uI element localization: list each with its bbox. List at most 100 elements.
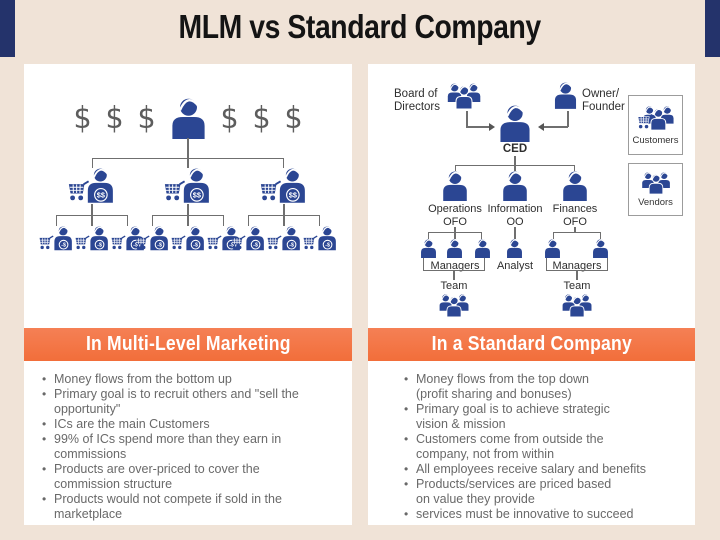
analyst-label: Analyst bbox=[496, 260, 534, 272]
managers-label: Managers bbox=[430, 260, 480, 272]
bullet-item: 99% of ICs spend more than they earn in … bbox=[40, 432, 344, 462]
department-label: Operations OFO bbox=[423, 203, 487, 228]
distributor-icon: $$ bbox=[260, 168, 308, 204]
connector-line bbox=[187, 204, 189, 215]
header: MLM vs Standard Company bbox=[0, 8, 720, 46]
dollar-sign-icon: $ bbox=[284, 101, 303, 136]
dollar-sign-icon: $ bbox=[105, 101, 124, 136]
page-title: MLM vs Standard Company bbox=[178, 8, 542, 45]
analyst-icon bbox=[506, 239, 523, 258]
company-banner-label: In a Standard Company bbox=[431, 333, 632, 355]
connector-line bbox=[514, 156, 516, 165]
board-of-directors-label: Board of Directors bbox=[394, 88, 441, 113]
mlm-banner: In Multi-Level Marketing bbox=[24, 328, 352, 361]
customer-icon: -$ bbox=[39, 226, 73, 251]
arrow-left-icon bbox=[538, 123, 544, 131]
bullet-item: All employees receive salary and benefit… bbox=[402, 462, 691, 477]
distributor-icon: $$ bbox=[164, 168, 212, 204]
department-name: Finances bbox=[552, 203, 598, 215]
connector-line bbox=[187, 215, 189, 226]
connector-line bbox=[576, 271, 578, 280]
customers-label: Customers bbox=[632, 135, 679, 146]
owner-founder-label: Owner/ Founder bbox=[582, 88, 625, 113]
company-panel: Board of Directors Owner/ Founder CED Op… bbox=[368, 64, 695, 525]
connector-line bbox=[283, 204, 285, 215]
board-of-directors-icon bbox=[446, 82, 482, 109]
manager-icon bbox=[420, 239, 437, 258]
arrow-line bbox=[466, 111, 468, 127]
connector-line bbox=[514, 165, 516, 171]
manager-icon bbox=[592, 239, 609, 258]
team-icon bbox=[437, 293, 471, 317]
customers-box: Customers bbox=[628, 95, 683, 155]
customer-icon: -$ bbox=[303, 226, 337, 251]
department-name: Information bbox=[487, 203, 543, 215]
customers-icon bbox=[637, 104, 675, 132]
department-label: Finances OFO bbox=[543, 203, 607, 228]
ceo-label: CED bbox=[502, 143, 528, 155]
connector-line bbox=[283, 215, 285, 226]
customer-icon: -$ bbox=[267, 226, 301, 251]
department-icon bbox=[502, 171, 528, 201]
bullet-item: services must be innovative to succeed bbox=[402, 507, 691, 522]
bullet-item: Money flows from the bottom up bbox=[40, 372, 344, 387]
bullet-item: ICs are the main Customers bbox=[40, 417, 344, 432]
customer-icon: -$ bbox=[111, 226, 145, 251]
svg-text:$$: $$ bbox=[289, 190, 297, 199]
svg-text:-$: -$ bbox=[229, 243, 234, 249]
connector-line bbox=[187, 158, 189, 168]
distributor-icon: $$ bbox=[68, 168, 116, 204]
company-bullet-list: Money flows from the top down (profit sh… bbox=[402, 372, 691, 522]
connector-line bbox=[454, 232, 456, 239]
customer-icon: -$ bbox=[135, 226, 169, 251]
department-title: OFO bbox=[563, 215, 587, 228]
svg-text:-$: -$ bbox=[133, 243, 138, 249]
bullet-item: Primary goal is to achieve strategic vis… bbox=[402, 402, 691, 432]
department-title: OFO bbox=[443, 215, 467, 228]
dollar-sign-icon: $ bbox=[73, 101, 92, 136]
accent-bar-top-left bbox=[0, 0, 15, 57]
team-label: Team bbox=[563, 280, 591, 292]
customer-icon: -$ bbox=[171, 226, 205, 251]
vendors-icon bbox=[640, 171, 672, 194]
vendors-box: Vendors bbox=[628, 163, 683, 216]
vendors-label: Vendors bbox=[638, 197, 673, 208]
arrow-line bbox=[466, 126, 490, 128]
customer-icon: -$ bbox=[231, 226, 265, 251]
connector-line bbox=[187, 138, 189, 158]
mlm-top-row: $ $ $ $ $ $ bbox=[24, 98, 352, 139]
bullet-item: Customers come from outside the company,… bbox=[402, 432, 691, 462]
owner-icon bbox=[554, 82, 577, 109]
department-name: Operations bbox=[428, 203, 482, 215]
team-icon bbox=[560, 293, 594, 317]
department-label: Information OO bbox=[483, 203, 547, 228]
svg-text:-$: -$ bbox=[289, 243, 294, 249]
svg-text:-$: -$ bbox=[253, 243, 258, 249]
bullet-item: Products would not compete if sold in th… bbox=[40, 492, 344, 522]
connector-line bbox=[91, 215, 93, 226]
mlm-bullet-list: Money flows from the bottom upPrimary go… bbox=[40, 372, 344, 522]
svg-text:-$: -$ bbox=[61, 243, 66, 249]
bullet-item: Products are over-priced to cover the co… bbox=[40, 462, 344, 492]
svg-text:-$: -$ bbox=[325, 243, 330, 249]
svg-text:$$: $$ bbox=[193, 190, 201, 199]
department-icon bbox=[442, 171, 468, 201]
manager-icon bbox=[474, 239, 491, 258]
top-recruiter-icon bbox=[170, 98, 207, 139]
company-banner: In a Standard Company bbox=[368, 328, 695, 361]
dollar-sign-icon: $ bbox=[252, 101, 271, 136]
dollar-sign-icon: $ bbox=[219, 101, 239, 136]
svg-text:-$: -$ bbox=[97, 243, 102, 249]
connector-bracket bbox=[423, 258, 485, 271]
bullet-item: Primary goal is to recruit others and "s… bbox=[40, 387, 344, 417]
svg-text:-$: -$ bbox=[193, 243, 198, 249]
arrow-right-icon bbox=[489, 123, 495, 131]
dollar-sign-icon: $ bbox=[137, 101, 157, 136]
department-icon bbox=[562, 171, 588, 201]
managers-label: Managers bbox=[552, 260, 602, 272]
bullet-item: Products/services are priced based on va… bbox=[402, 477, 691, 507]
connector-bracket bbox=[546, 258, 608, 271]
manager-icon bbox=[544, 239, 561, 258]
mlm-banner-label: In Multi-Level Marketing bbox=[85, 333, 291, 355]
customer-icon: -$ bbox=[75, 226, 109, 251]
